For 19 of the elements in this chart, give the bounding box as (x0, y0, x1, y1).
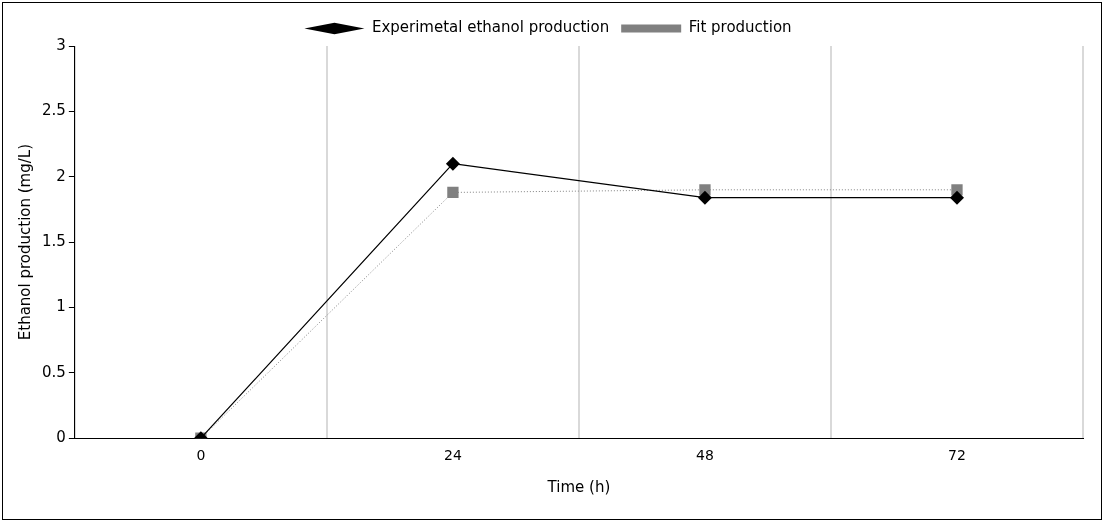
y-tick-label: 0.5 (42, 362, 66, 381)
y-tick-label: 0 (56, 428, 66, 447)
x-tick-label: 48 (696, 447, 714, 464)
y-tick-label: 1 (56, 297, 66, 316)
y-tick-label: 2.5 (42, 101, 66, 120)
point (445, 156, 460, 171)
x-axis-title: Time (h) (546, 477, 611, 496)
y-axis-title: Ethanol production (mg/L) (15, 143, 34, 341)
y-tick-label: 1.5 (42, 231, 66, 250)
x-tick-label: 24 (444, 447, 462, 464)
x-tick-label: 0 (196, 447, 206, 464)
y-tick-label: 2 (56, 166, 66, 185)
legend-label: Fit production (688, 18, 792, 37)
y-tick-label: 3 (56, 35, 66, 54)
point (949, 190, 964, 205)
point (697, 190, 712, 205)
point (447, 186, 459, 199)
legend-label: Experimetal ethanol production (371, 18, 610, 37)
x-tick-label: 72 (948, 447, 966, 464)
